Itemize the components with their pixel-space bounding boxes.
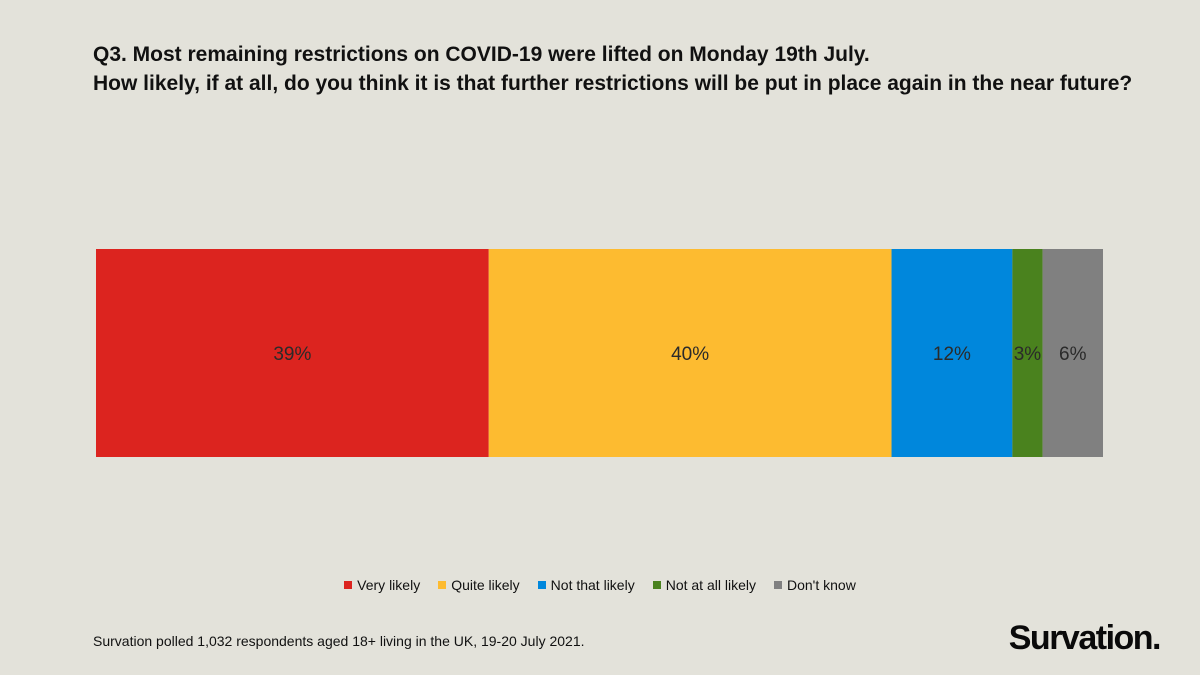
- bar-group: 39% 40% 12% 3% 6%: [96, 249, 1103, 457]
- legend-swatch: [652, 581, 661, 589]
- data-label-not-that-likely: 12%: [933, 344, 971, 365]
- legend-label: Not that likely: [550, 577, 635, 593]
- bar-segment-not-at-all-likely: [1012, 249, 1043, 457]
- legend-label: Quite likely: [451, 577, 520, 593]
- legend-item-not-that-likely: Not that likely: [537, 577, 635, 593]
- legend-label: Don't know: [786, 577, 856, 593]
- legend-swatch: [438, 581, 447, 589]
- bar-segment-very-likely: [96, 249, 489, 457]
- chart-title-line-2: How likely, if at all, do you think it i…: [93, 72, 1133, 95]
- survation-logo: Survation.: [1008, 619, 1162, 657]
- legend-label: Not at all likely: [665, 577, 756, 593]
- data-label-don-t-know: 6%: [1059, 344, 1087, 365]
- legend-swatch: [537, 581, 546, 589]
- chart-legend: Very likely Quite likely Not that likely No…: [0, 577, 1200, 593]
- bar-segment-don-t-know: [1042, 249, 1103, 457]
- chart-title: Q3. Most remaining restrictions on COVID…: [93, 40, 1173, 98]
- legend-label: Very likely: [357, 577, 421, 593]
- footnote: Survation polled 1,032 respondents aged …: [93, 633, 585, 649]
- legend-item-quite-likely: Quite likely: [438, 577, 520, 593]
- data-label-quite-likely: 40%: [671, 344, 709, 365]
- legend-item-don-t-know: Don't know: [773, 577, 856, 593]
- legend-swatch: [344, 581, 353, 589]
- data-label-not-at-all-likely: 3%: [1014, 344, 1042, 365]
- data-label-very-likely: 39%: [273, 344, 311, 365]
- bar-segment-not-that-likely: [891, 249, 1013, 457]
- legend-item-very-likely: Very likely: [344, 577, 420, 593]
- chart-title-line-1: Q3. Most remaining restrictions on COVID…: [93, 43, 870, 66]
- legend-swatch: [773, 581, 782, 589]
- legend-item-not-at-all-likely: Not at all likely: [652, 577, 756, 593]
- bar-segment-quite-likely: [488, 249, 892, 457]
